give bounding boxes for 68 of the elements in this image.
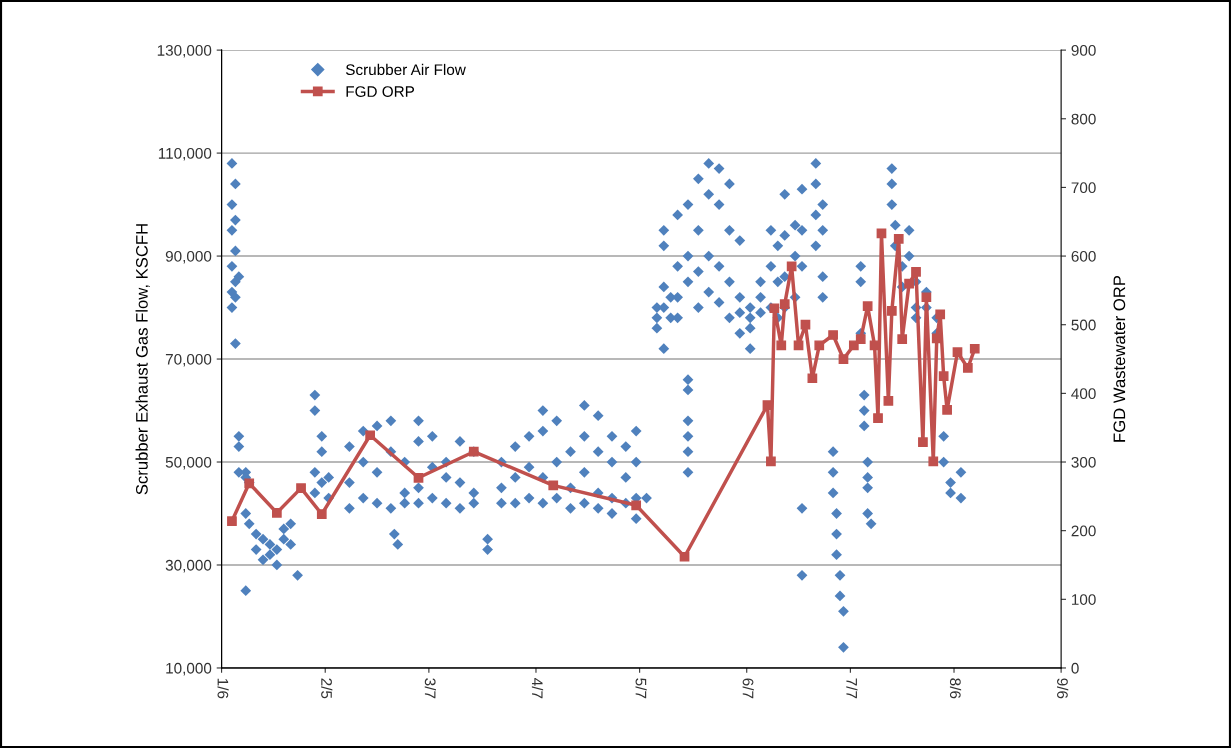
- y-tick-label: 10,000: [166, 662, 212, 676]
- point: [918, 437, 928, 447]
- x-tick-label: 2/5: [321, 678, 333, 699]
- y2-tick-label: 400: [1071, 388, 1096, 400]
- legend-label: FGD ORP: [346, 86, 415, 97]
- point: [893, 234, 904, 244]
- x-tick-label: 3/7: [424, 678, 436, 699]
- y2-tick-label: 300: [1071, 456, 1096, 468]
- point: [962, 363, 973, 373]
- point: [800, 319, 811, 330]
- point: [928, 456, 939, 467]
- point: [848, 340, 859, 351]
- y2-axis-title: FGD Wastewater ORP: [1113, 275, 1126, 442]
- point: [952, 347, 963, 358]
- point: [227, 516, 237, 526]
- point: [769, 303, 780, 314]
- y2-tick-label: 0: [1071, 662, 1079, 674]
- point: [786, 261, 797, 272]
- point: [897, 334, 908, 344]
- y2-tick-label: 200: [1071, 525, 1096, 537]
- point: [766, 456, 776, 467]
- point: [365, 430, 376, 441]
- point: [807, 373, 818, 384]
- point: [883, 396, 894, 406]
- point: [886, 306, 897, 316]
- y-tick-label: 110,000: [158, 147, 212, 161]
- y2-tick-label: 100: [1072, 594, 1096, 605]
- point: [631, 500, 642, 511]
- y2-tick-label: 500: [1071, 319, 1096, 331]
- point: [779, 299, 790, 309]
- y-tick-label: 50,000: [165, 456, 212, 470]
- legend-label: Scrubber Air Flow: [345, 63, 466, 76]
- point: [921, 292, 932, 303]
- point: [904, 278, 914, 289]
- y-tick-label: 70,000: [165, 353, 212, 367]
- point: [271, 507, 282, 518]
- y-tick-label: 90,000: [165, 250, 212, 264]
- y2-tick-label: 700: [1071, 182, 1096, 194]
- y-tick-label: 30,000: [165, 559, 212, 573]
- x-tick-label: 5/7: [635, 678, 647, 699]
- x-tick-label: 8/6: [949, 678, 962, 699]
- point: [828, 330, 838, 340]
- point: [776, 340, 787, 351]
- x-tick-label: 9/6: [1057, 678, 1069, 699]
- x-tick-label: 6/7: [742, 678, 754, 699]
- y-tick-label: 130,000: [157, 44, 212, 58]
- y2-tick-label: 800: [1071, 113, 1096, 125]
- y2-tick-label: 900: [1071, 44, 1096, 56]
- point: [938, 371, 949, 382]
- point: [548, 480, 559, 491]
- point: [793, 340, 804, 351]
- point: [679, 551, 690, 562]
- point: [942, 404, 952, 415]
- point: [296, 483, 306, 493]
- x-tick-label: 1/6: [217, 678, 229, 699]
- x-tick-label: 4/7: [531, 678, 544, 699]
- point: [911, 266, 921, 277]
- point: [969, 343, 980, 354]
- point: [814, 340, 825, 351]
- point: [935, 309, 946, 320]
- point: [873, 413, 883, 423]
- x-tick-label: 7/7: [846, 678, 858, 699]
- y2-tick-label: 600: [1071, 250, 1096, 262]
- y-axis-title: Scrubber Exhaust Gas Flow, KSCFH: [135, 224, 150, 495]
- point: [862, 301, 873, 312]
- point: [316, 509, 327, 520]
- point: [855, 334, 866, 344]
- point: [838, 354, 849, 364]
